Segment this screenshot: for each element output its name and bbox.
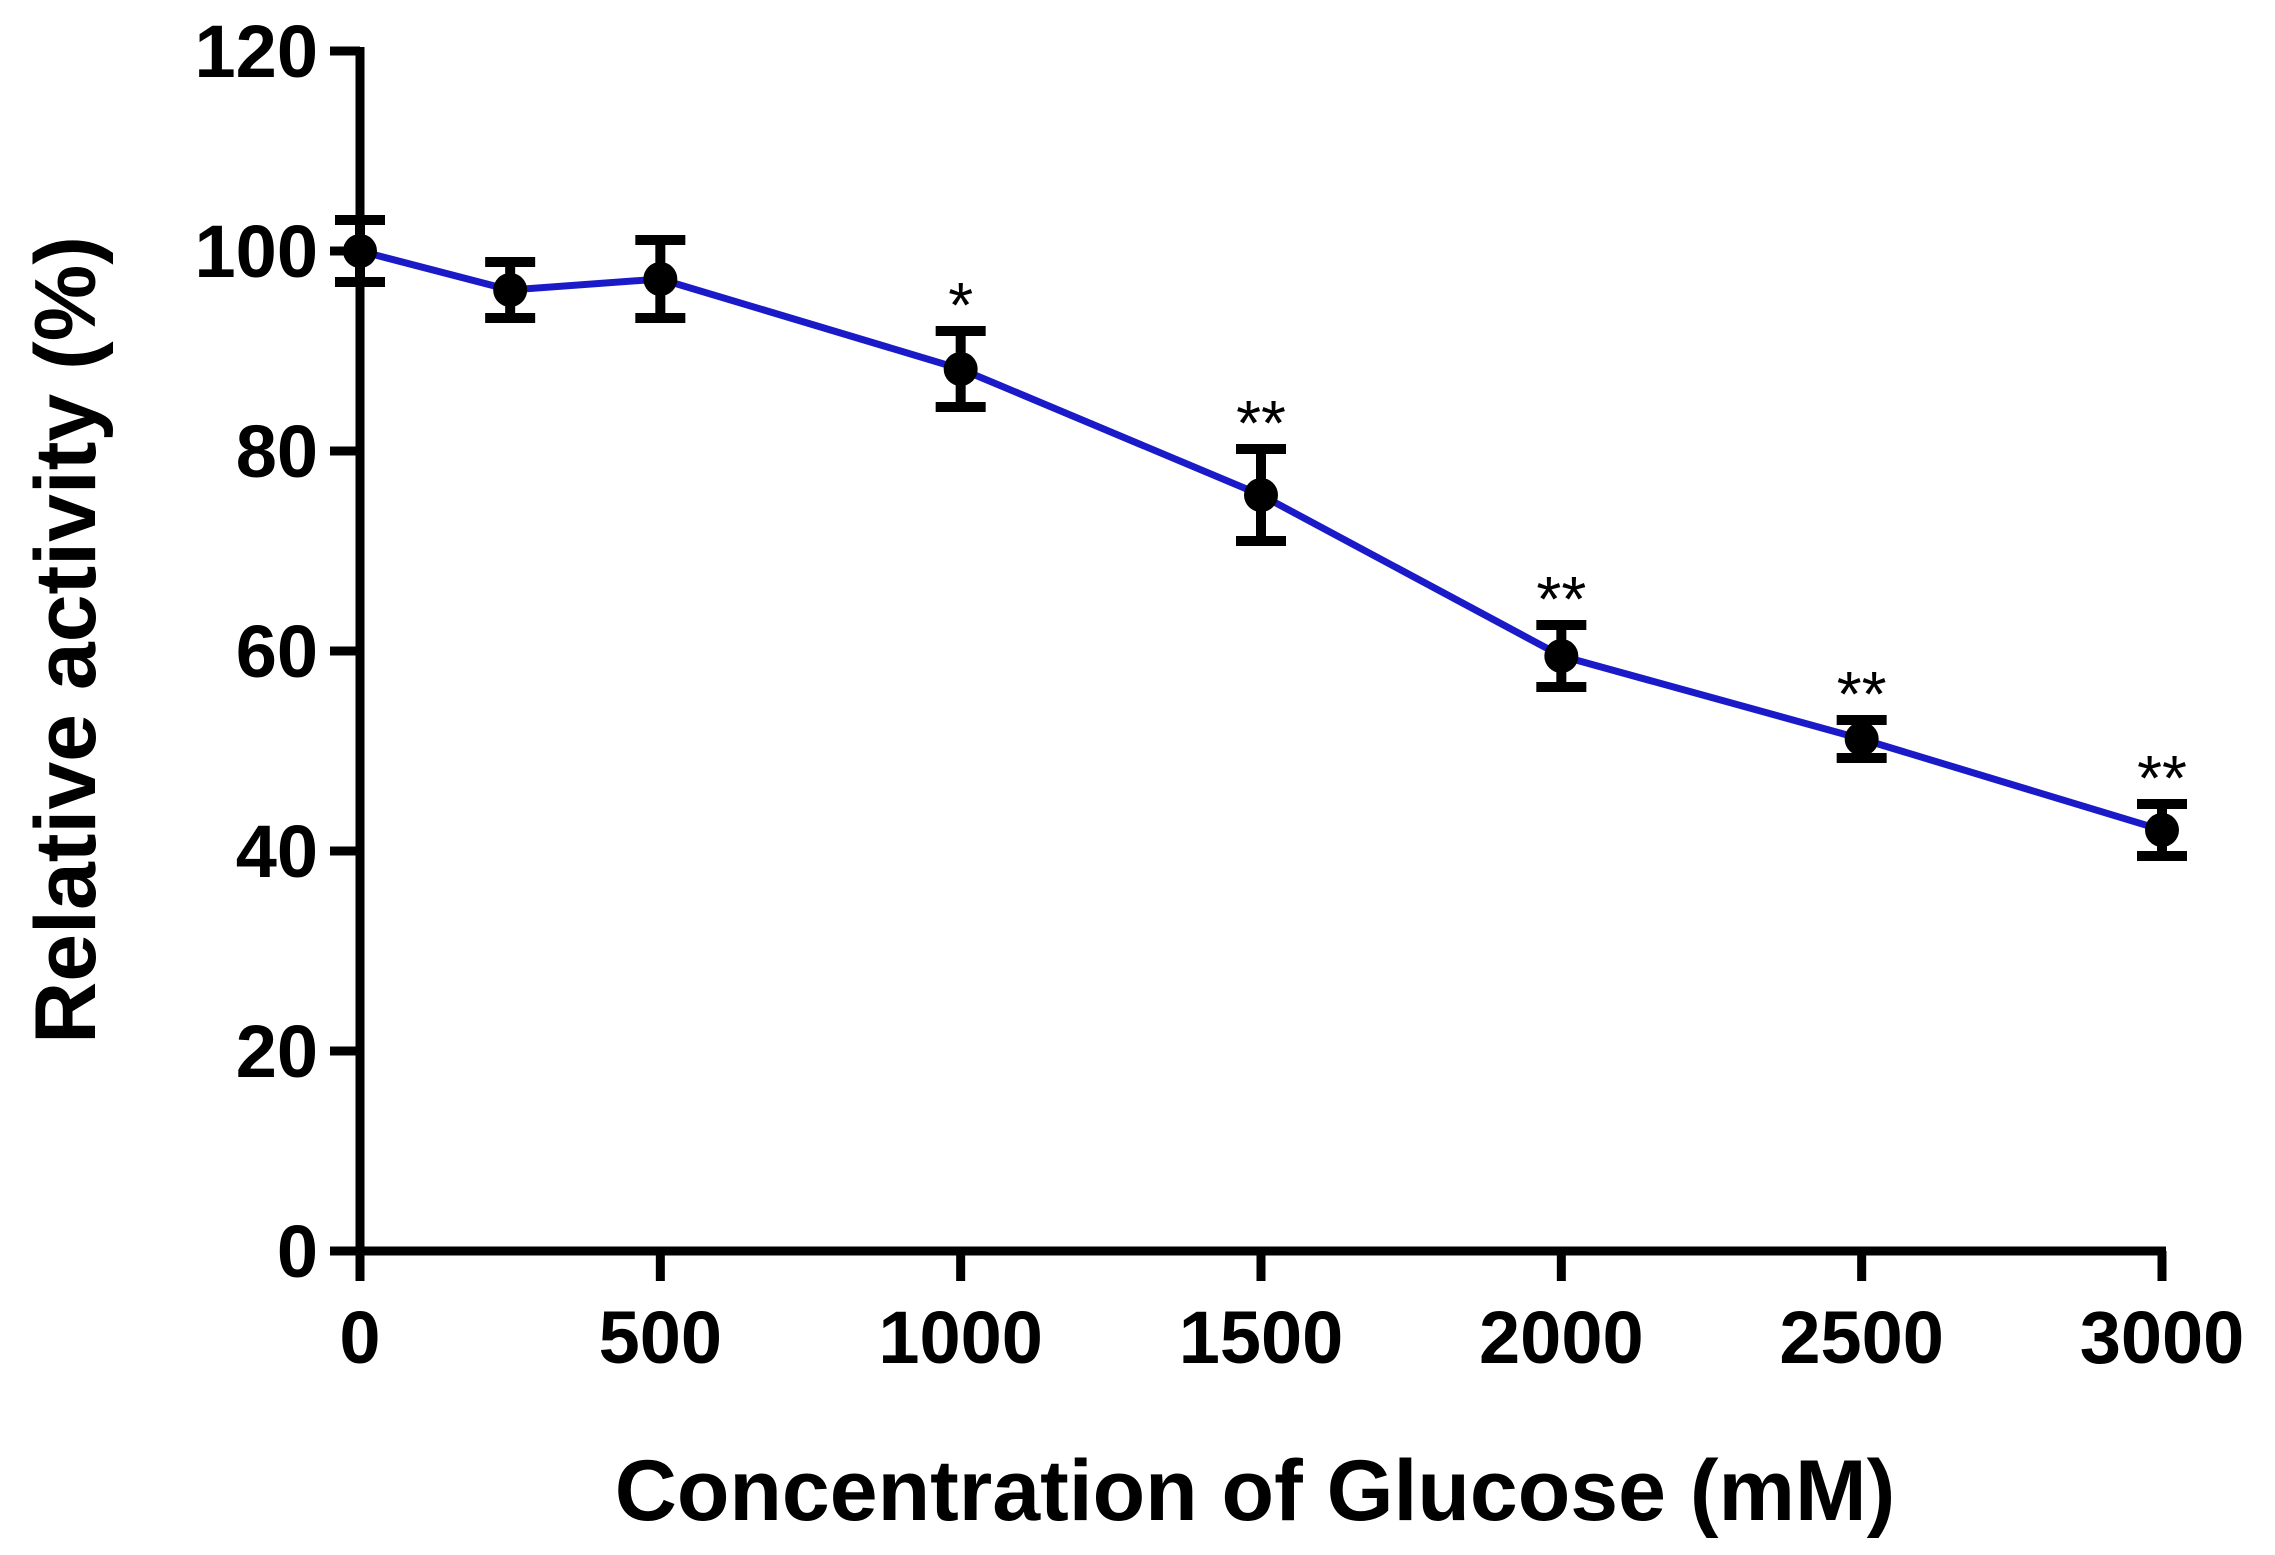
y-tick-label: 100 [195,210,318,293]
significance-label: * [948,269,973,341]
marker [1244,478,1278,512]
x-tick-label: 2000 [1479,1296,1644,1379]
x-tick-label: 1500 [1179,1296,1344,1379]
marker [643,262,678,296]
data-line [359,247,2164,834]
y-tick-label: 20 [236,1010,318,1093]
marker [343,234,377,268]
y-axis-title: Relative activity (%) [18,236,114,1044]
significance-label: ** [2137,742,2187,814]
marker [1844,722,1879,756]
marker [2145,813,2179,847]
x-tick-label: 0 [339,1296,380,1379]
significance-label: ** [1536,563,1586,635]
x-axis-title: Concentration of Glucose (mM) [615,1443,1895,1539]
marker [1544,639,1579,673]
y-tick-label: 80 [236,410,318,493]
x-tick-label: 3000 [2080,1296,2245,1379]
y-tick-label: 60 [236,610,318,693]
y-tick-label: 0 [277,1210,318,1293]
y-tick-label: 40 [236,810,318,893]
marker [493,273,528,307]
x-tick-label: 500 [599,1296,722,1379]
x-tick-label: 1000 [878,1296,1043,1379]
y-tick-label: 120 [195,10,318,93]
marker [943,352,978,386]
x-tick-label: 2500 [1779,1296,1944,1379]
significance-label: ** [1236,387,1286,459]
significance-label: ** [1837,658,1887,730]
